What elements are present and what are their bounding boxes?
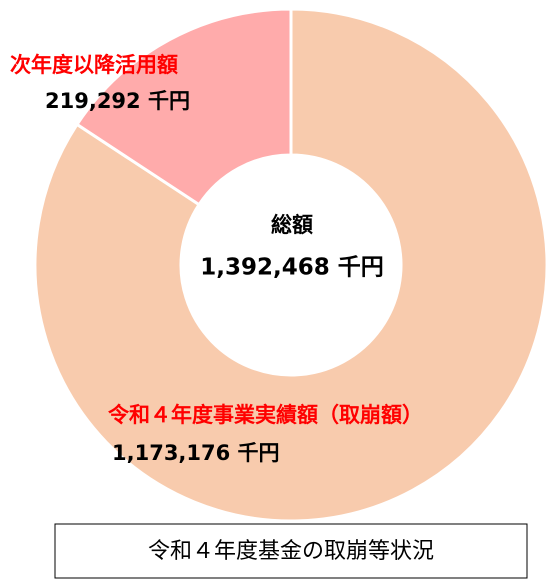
category-label: 次年度以降活用額	[10, 53, 178, 77]
category-label: 令和４年度事業実績額（取崩額）	[108, 403, 423, 427]
slice	[74, 7, 293, 207]
slice	[33, 7, 548, 523]
value-label: 1,173,176 千円	[112, 441, 280, 465]
center-total: 1,392,468 千円	[200, 255, 384, 281]
center-label: 総額	[271, 213, 313, 237]
slices	[33, 7, 548, 523]
value-label: 219,292 千円	[45, 89, 190, 113]
title-box	[54, 523, 528, 579]
chart-title: 令和４年度基金の取崩等状況	[148, 539, 434, 564]
